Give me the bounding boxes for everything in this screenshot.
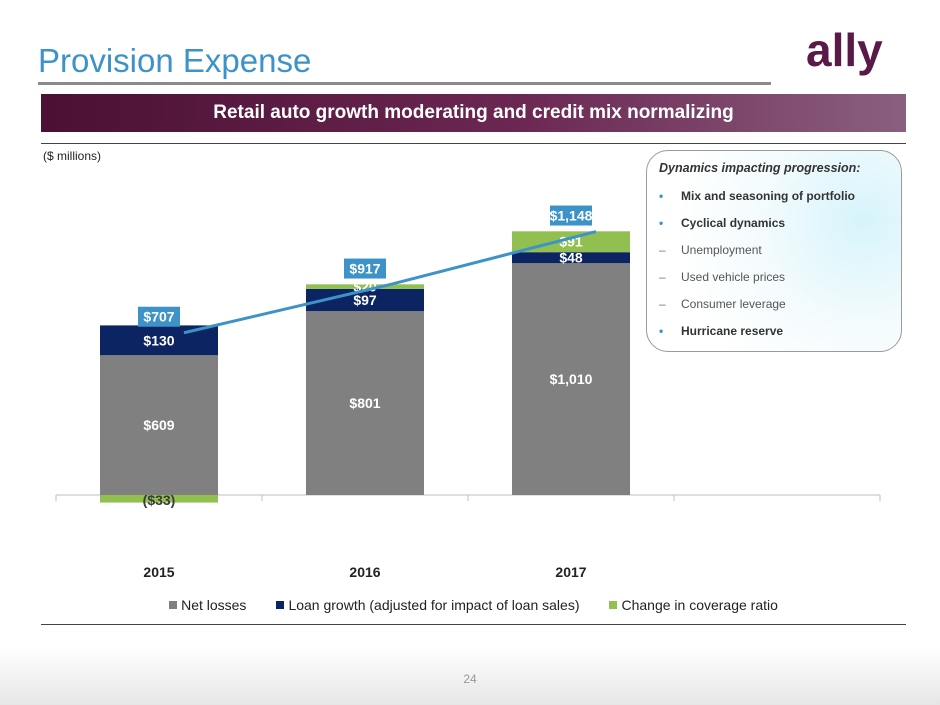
total-label: $917 (349, 261, 380, 277)
dash-icon: – (659, 243, 666, 257)
callout-subitem: – Unemployment (659, 243, 889, 270)
dash-icon: – (659, 270, 666, 284)
callout-item-text: Used vehicle prices (681, 270, 786, 284)
ally-logo: ally (806, 24, 902, 83)
bar-net-losses (512, 263, 630, 495)
callout-subitem: – Consumer leverage (659, 297, 889, 324)
callout-item: • Mix and seasoning of portfolio (659, 189, 889, 216)
legend-label: Change in coverage ratio (621, 597, 778, 613)
legend-label: Loan growth (adjusted for impact of loan… (288, 597, 580, 613)
legend-swatch (276, 601, 285, 609)
callout-item-text: Hurricane reserve (681, 324, 784, 338)
callout-item-text: Consumer leverage (681, 297, 786, 311)
title-divider (38, 82, 771, 85)
callout-heading: Dynamics impacting progression: (659, 161, 861, 175)
svg-text:ally: ally (806, 28, 883, 76)
bar-loan-growth (512, 252, 630, 264)
bar-net-losses (306, 311, 424, 495)
data-label-loan-growth: $97 (353, 292, 377, 308)
data-label-loan-growth: $130 (143, 332, 174, 348)
bullet-icon: • (659, 189, 664, 203)
data-label-net-losses: $1,010 (550, 371, 593, 387)
bar-coverage-ratio (100, 495, 218, 503)
callout-item: • Cyclical dynamics (659, 216, 889, 243)
callout-item-text: Unemployment (681, 243, 762, 257)
top-divider (41, 143, 906, 144)
callout-item: • Hurricane reserve (659, 324, 889, 351)
callout-subitem: – Used vehicle prices (659, 270, 889, 297)
bottom-divider (41, 624, 906, 625)
legend-label: Net losses (181, 597, 247, 613)
footer-band (0, 648, 940, 705)
legend-item-loan-growth: Loan growth (adjusted for impact of loan… (276, 597, 579, 613)
x-tick-label: 2017 (555, 564, 586, 580)
bar-net-losses (100, 355, 218, 495)
data-label-net-losses: $609 (143, 417, 174, 433)
legend-item-coverage-ratio: Change in coverage ratio (609, 597, 778, 613)
page-title: Provision Expense (38, 42, 312, 79)
total-label-box (138, 306, 180, 327)
bullet-icon: • (659, 216, 664, 230)
bar-loan-growth (306, 288, 424, 312)
total-line (183, 230, 597, 335)
dash-icon: – (659, 297, 666, 311)
bar-coverage-ratio (306, 284, 424, 289)
callout-item-text: Mix and seasoning of portfolio (681, 189, 855, 203)
x-tick-label: 2015 (143, 564, 174, 580)
page-number: 24 (463, 672, 477, 686)
legend-item-net-losses: Net losses (169, 597, 246, 613)
data-label-net-losses: $801 (349, 395, 380, 411)
banner-text: Retail auto growth moderating and credit… (213, 102, 734, 123)
total-label-box (550, 205, 592, 226)
data-label-loan-growth: $48 (559, 250, 583, 266)
total-label: $1,148 (550, 208, 593, 224)
data-label-coverage-ratio: ($33) (143, 492, 176, 508)
headline-banner: Retail auto growth moderating and credit… (41, 94, 906, 132)
units-label: ($ millions) (43, 149, 102, 163)
total-label-box (344, 258, 386, 279)
legend-swatch (609, 601, 618, 609)
legend-swatch (169, 601, 178, 609)
bullet-icon: • (659, 324, 664, 338)
x-tick-label: 2016 (349, 564, 380, 580)
callout-item-text: Cyclical dynamics (681, 216, 786, 230)
total-label: $707 (143, 309, 174, 325)
chart-legend: Net losses Loan growth (adjusted for imp… (41, 597, 906, 613)
dynamics-callout: Dynamics impacting progression: • Mix and… (646, 150, 902, 352)
